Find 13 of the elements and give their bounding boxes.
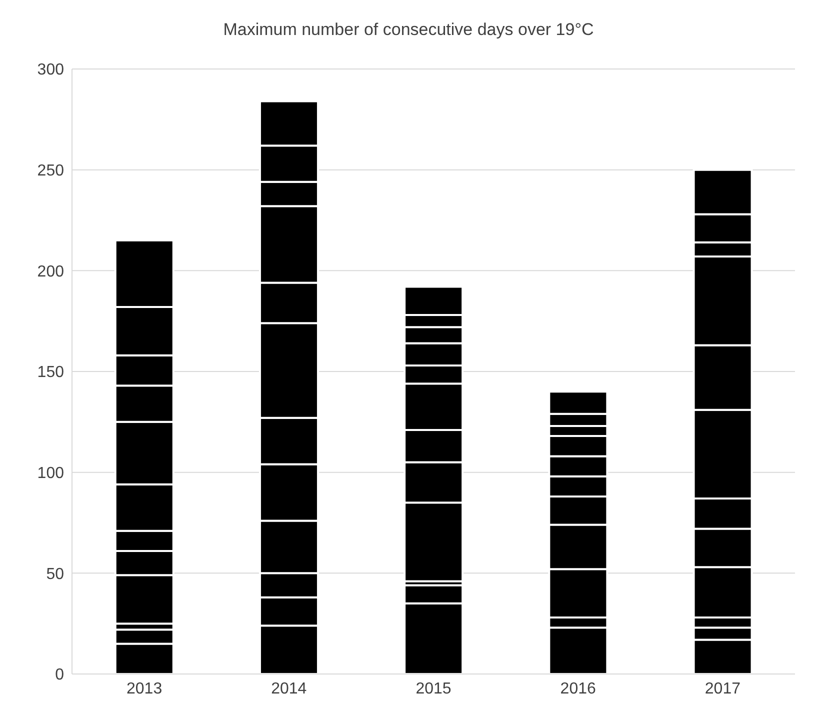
- y-tick-label: 100: [37, 465, 64, 482]
- y-tick-label: 300: [37, 62, 64, 79]
- x-tick-label: 2017: [704, 680, 741, 698]
- y-tick-label: 250: [37, 162, 64, 180]
- y-tick-label: 50: [46, 566, 64, 583]
- y-tick-label: 150: [37, 364, 64, 382]
- y-tick-label: 200: [37, 263, 64, 280]
- x-tick-label: 2016: [560, 680, 596, 698]
- x-tick-label: 2014: [271, 680, 307, 698]
- y-tick-label: 0: [55, 666, 64, 684]
- x-tick-label: 2013: [126, 680, 162, 698]
- x-tick-label: 2015: [416, 680, 452, 698]
- chart-title: Maximum number of consecutive days over 19°C: [222, 19, 595, 41]
